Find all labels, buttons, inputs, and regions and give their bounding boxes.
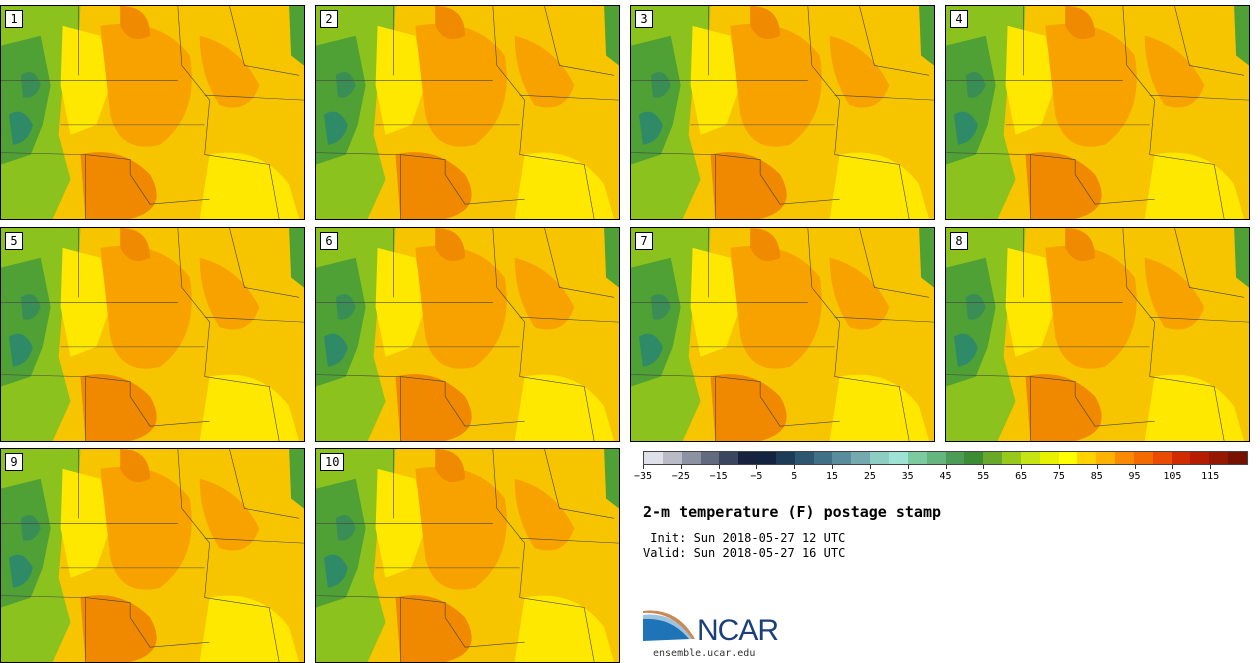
colorbar-cell [888, 452, 908, 464]
colorbar-cell [1096, 452, 1116, 464]
ncar-logo-text: NCAR [697, 614, 779, 647]
colorbar-tick-label: 85 [1090, 471, 1103, 482]
member-label: 8 [950, 232, 968, 250]
member-label: 2 [320, 10, 338, 28]
member-panel: 3 [630, 5, 935, 220]
colorbar-tick-label: 35 [901, 471, 914, 482]
member-label: 9 [5, 453, 23, 471]
colorbar-tick [1134, 465, 1136, 469]
member-panel: 9 [0, 448, 305, 663]
colorbar-cell [1115, 452, 1134, 464]
member-panel: 1 [0, 5, 305, 220]
colorbar-cell [945, 452, 965, 464]
colorbar-cell [1002, 452, 1021, 464]
colorbar-cell [1058, 452, 1078, 464]
colorbar-tick-label: −15 [709, 471, 728, 482]
member-label: 1 [5, 10, 23, 28]
member-label: 6 [320, 232, 338, 250]
colorbar-cell [832, 452, 852, 464]
colorbar-cell [1171, 452, 1191, 464]
colorbar-cell [964, 452, 984, 464]
colorbar-tick-label: 65 [1015, 471, 1028, 482]
colorbar-cell [738, 452, 758, 464]
member-panel: 4 [945, 5, 1250, 220]
colorbar-cell [794, 452, 814, 464]
colorbar-tick-label: 95 [1128, 471, 1141, 482]
colorbar-cell [870, 452, 889, 464]
colorbar-tick-label: 25 [863, 471, 876, 482]
colorbar-cell [681, 452, 701, 464]
colorbar-tick-label: −35 [633, 471, 653, 482]
colorbar-tick [832, 465, 834, 469]
colorbar-tick-label: 115 [1201, 471, 1220, 482]
colorbar-tick [756, 465, 758, 469]
colorbar-cell [1190, 452, 1210, 464]
colorbar-cell [775, 452, 795, 464]
ncar-logo-icon [643, 610, 695, 641]
colorbar-cell [662, 452, 682, 464]
colorbar-cell [700, 452, 720, 464]
temperature-colorbar [643, 451, 1248, 465]
colorbar-ticks: −35 −25 −15 −5 5 15 25 35 45 55 65 75 85 95 105 115 [634, 465, 1248, 487]
colorbar-tick [869, 465, 871, 469]
colorbar-tick-label: 15 [826, 471, 839, 482]
colorbar-cell [926, 452, 946, 464]
member-panel: 6 [315, 227, 620, 442]
colorbar-tick [983, 465, 985, 469]
init-time: Init: Sun 2018-05-27 12 UTC [643, 531, 846, 545]
colorbar-cell [851, 452, 871, 464]
member-panel: 5 [0, 227, 305, 442]
colorbar-tick [907, 465, 909, 469]
colorbar-tick-label: 55 [977, 471, 990, 482]
valid-time: Valid: Sun 2018-05-27 16 UTC [643, 546, 846, 560]
colorbar-tick-label: −5 [750, 471, 763, 482]
colorbar-tick [1021, 465, 1023, 469]
colorbar-cell [1228, 452, 1247, 464]
colorbar-cell [644, 452, 663, 464]
colorbar-tick [643, 465, 644, 469]
colorbar-tick-label: 5 [791, 471, 798, 482]
colorbar-cell [1077, 452, 1097, 464]
colorbar-tick [1058, 465, 1060, 469]
colorbar-tick [680, 465, 682, 469]
member-panel: 7 [630, 227, 935, 442]
colorbar-tick [1210, 465, 1212, 469]
member-label: 4 [950, 10, 968, 28]
colorbar-tick-label: −25 [671, 471, 690, 482]
colorbar-tick [1172, 465, 1174, 469]
plot-title: 2-m temperature (F) postage stamp [643, 503, 942, 521]
member-label: 5 [5, 232, 23, 250]
member-label: 3 [635, 10, 653, 28]
colorbar-cell [719, 452, 739, 464]
colorbar-tick-label: 105 [1163, 471, 1182, 482]
ensemble-url: ensemble.ucar.edu [653, 648, 756, 659]
colorbar-cell [813, 452, 833, 464]
colorbar-tick [718, 465, 720, 469]
colorbar-tick-label: 75 [1052, 471, 1065, 482]
colorbar-cell [1152, 452, 1172, 464]
colorbar-cell [1209, 452, 1229, 464]
colorbar-cell [983, 452, 1003, 464]
member-label: 10 [320, 453, 345, 471]
member-panel: 10 [315, 448, 620, 663]
colorbar-cell [1020, 452, 1040, 464]
colorbar-cell [907, 452, 927, 464]
colorbar-cell [1133, 452, 1153, 464]
colorbar-cell [1039, 452, 1059, 464]
member-panel: 8 [945, 227, 1250, 442]
colorbar-tick [945, 465, 947, 469]
member-panel: 2 [315, 5, 620, 220]
member-label: 7 [635, 232, 653, 250]
colorbar-tick-label: 45 [939, 471, 952, 482]
colorbar-tick [794, 465, 796, 469]
colorbar-cell [757, 452, 776, 464]
colorbar-tick [1096, 465, 1098, 469]
